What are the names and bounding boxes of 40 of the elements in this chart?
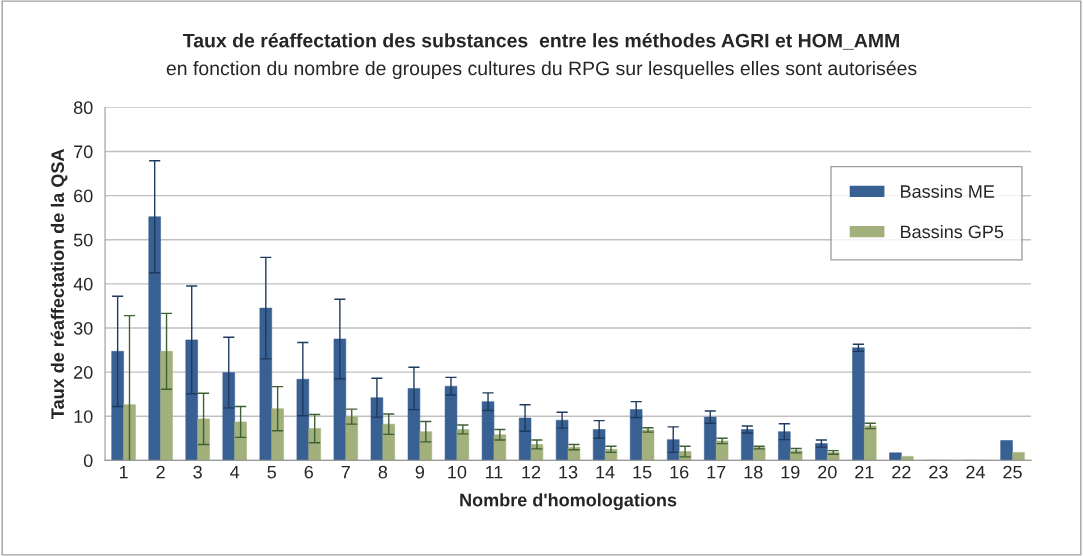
chart-subtitle: en fonction du nombre de groupes cultures du RPG sur lesquelles elles sont autorisées — [166, 60, 917, 80]
y-tick-label: 10 — [74, 410, 93, 423]
x-tick-label: 17 — [707, 465, 726, 479]
y-tick-label: 70 — [74, 145, 93, 159]
x-tick-label: 20 — [818, 465, 837, 479]
x-tick-label: 10 — [448, 465, 467, 479]
y-tick-label: 20 — [74, 366, 93, 379]
x-tick-label: 1 — [119, 465, 128, 479]
x-tick-label: 16 — [670, 465, 689, 479]
x-tick-label: 8 — [378, 465, 388, 479]
y-tick-label: 30 — [73, 321, 93, 335]
y-tick-label: 60 — [74, 189, 93, 203]
x-tick-label: 18 — [744, 465, 763, 479]
chart-title: Taux de réaffectation des substances entre les méthodes AGRI et HOM_AMM — [183, 33, 899, 50]
y-tick-label: 40 — [73, 277, 93, 291]
x-tick-label: 11 — [485, 465, 503, 479]
y-tick-label: 0 — [83, 454, 93, 468]
x-tick-label: 23 — [929, 465, 948, 479]
x-tick-label: 19 — [781, 465, 800, 479]
y-axis-title: Taux de réaffectation de la QSA — [50, 149, 68, 419]
x-tick-label: 6 — [304, 465, 313, 479]
legend-label: Bassins ME — [901, 184, 995, 198]
x-tick-label: 3 — [193, 465, 202, 479]
x-tick-label: 4 — [230, 465, 240, 479]
x-tick-label: 21 — [855, 465, 874, 479]
x-tick-label: 9 — [415, 465, 425, 479]
x-tick-label: 24 — [966, 465, 985, 479]
x-tick-label: 5 — [267, 465, 276, 479]
x-tick-label: 7 — [341, 465, 350, 479]
x-tick-label: 22 — [892, 465, 911, 479]
legend-label: Bassins GP5 — [901, 224, 1004, 239]
x-tick-label: 14 — [596, 465, 615, 479]
x-tick-label: 2 — [156, 465, 165, 479]
x-tick-label: 13 — [559, 465, 578, 479]
x-tick-label: 15 — [633, 465, 652, 479]
x-axis-title: Nombre d'homologations — [460, 493, 677, 511]
x-tick-label: 12 — [522, 465, 541, 479]
x-tick-label: 25 — [1003, 465, 1022, 479]
y-tick-label: 50 — [73, 233, 93, 247]
y-tick-label: 80 — [73, 101, 93, 115]
